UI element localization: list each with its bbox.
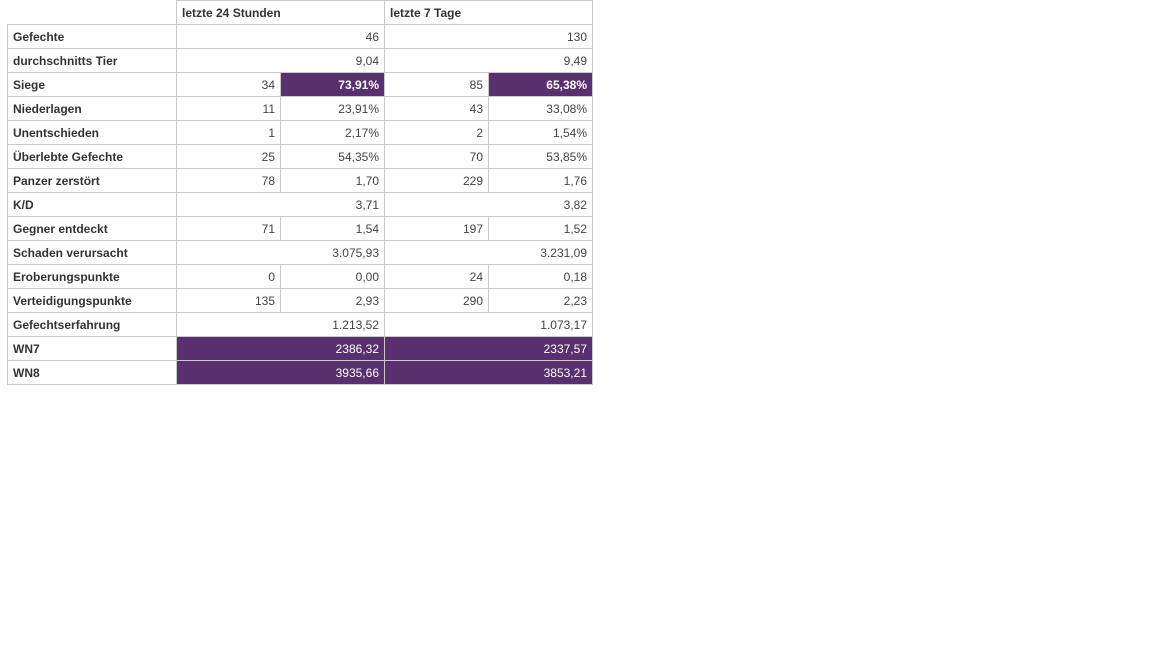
row-wn8: WN8 3935,66 3853,21: [7, 360, 593, 385]
value-24h-count: 34: [176, 72, 281, 97]
stats-table: letzte 24 Stunden letzte 7 Tage Gefechte…: [7, 0, 593, 385]
value-7d-rate: 2,23: [488, 288, 593, 313]
value-24h-rate: 23,91%: [280, 96, 385, 121]
value-24h-rate: 2,93: [280, 288, 385, 313]
row-label: Panzer zerstört: [7, 168, 177, 193]
value-7d-rate: 65,38%: [488, 72, 593, 97]
row-wn7: WN7 2386,32 2337,57: [7, 336, 593, 361]
corner-cell: [7, 0, 177, 25]
row-zerstoert: Panzer zerstört 78 1,70 229 1,76: [7, 168, 593, 193]
value-24h: 1.213,52: [176, 312, 385, 337]
row-gefechte: Gefechte 46 130: [7, 24, 593, 49]
value-7d-rate: 0,18: [488, 264, 593, 289]
value-24h-count: 25: [176, 144, 281, 169]
row-tier: durchschnitts Tier 9,04 9,49: [7, 48, 593, 73]
row-label: Unentschieden: [7, 120, 177, 145]
row-label: Verteidigungspunkte: [7, 288, 177, 313]
row-label: Siege: [7, 72, 177, 97]
row-label: WN8: [7, 360, 177, 385]
row-label: durchschnitts Tier: [7, 48, 177, 73]
row-erfahrung: Gefechtserfahrung 1.213,52 1.073,17: [7, 312, 593, 337]
row-siege: Siege 34 73,91% 85 65,38%: [7, 72, 593, 97]
column-header-7d: letzte 7 Tage: [384, 0, 593, 25]
row-kd: K/D 3,71 3,82: [7, 192, 593, 217]
row-label: Schaden verursacht: [7, 240, 177, 265]
value-24h-count: 1: [176, 120, 281, 145]
value-24h-rate: 54,35%: [280, 144, 385, 169]
value-7d-rate: 1,52: [488, 216, 593, 241]
value-7d-rate: 1,76: [488, 168, 593, 193]
value-24h: 9,04: [176, 48, 385, 73]
row-label: Eroberungspunkte: [7, 264, 177, 289]
value-7d-rate: 33,08%: [488, 96, 593, 121]
value-7d: 9,49: [384, 48, 593, 73]
value-7d-count: 43: [384, 96, 489, 121]
value-7d: 3853,21: [384, 360, 593, 385]
value-7d: 130: [384, 24, 593, 49]
row-label: Gegner entdeckt: [7, 216, 177, 241]
value-7d-count: 229: [384, 168, 489, 193]
value-7d: 1.073,17: [384, 312, 593, 337]
value-24h: 3.075,93: [176, 240, 385, 265]
value-24h-rate: 73,91%: [280, 72, 385, 97]
value-24h-count: 0: [176, 264, 281, 289]
column-header-24h: letzte 24 Stunden: [176, 0, 385, 25]
value-7d-count: 70: [384, 144, 489, 169]
row-schaden: Schaden verursacht 3.075,93 3.231,09: [7, 240, 593, 265]
row-label: K/D: [7, 192, 177, 217]
value-7d: 3.231,09: [384, 240, 593, 265]
row-verteidigung: Verteidigungspunkte 135 2,93 290 2,23: [7, 288, 593, 313]
value-7d: 2337,57: [384, 336, 593, 361]
value-24h: 46: [176, 24, 385, 49]
value-7d-rate: 53,85%: [488, 144, 593, 169]
row-label: Niederlagen: [7, 96, 177, 121]
row-unentschieden: Unentschieden 1 2,17% 2 1,54%: [7, 120, 593, 145]
value-7d-count: 2: [384, 120, 489, 145]
row-label: Überlebte Gefechte: [7, 144, 177, 169]
value-24h-rate: 0,00: [280, 264, 385, 289]
value-7d-count: 24: [384, 264, 489, 289]
value-7d-count: 290: [384, 288, 489, 313]
row-label: WN7: [7, 336, 177, 361]
row-ueberlebt: Überlebte Gefechte 25 54,35% 70 53,85%: [7, 144, 593, 169]
value-24h: 3935,66: [176, 360, 385, 385]
value-7d-count: 197: [384, 216, 489, 241]
header-row: letzte 24 Stunden letzte 7 Tage: [7, 0, 593, 25]
value-7d: 3,82: [384, 192, 593, 217]
row-entdeckt: Gegner entdeckt 71 1,54 197 1,52: [7, 216, 593, 241]
value-7d-rate: 1,54%: [488, 120, 593, 145]
value-24h-count: 135: [176, 288, 281, 313]
row-niederlagen: Niederlagen 11 23,91% 43 33,08%: [7, 96, 593, 121]
row-label: Gefechte: [7, 24, 177, 49]
value-24h-rate: 2,17%: [280, 120, 385, 145]
row-label: Gefechtserfahrung: [7, 312, 177, 337]
value-24h-rate: 1,70: [280, 168, 385, 193]
row-eroberung: Eroberungspunkte 0 0,00 24 0,18: [7, 264, 593, 289]
value-24h: 2386,32: [176, 336, 385, 361]
value-7d-count: 85: [384, 72, 489, 97]
value-24h-rate: 1,54: [280, 216, 385, 241]
value-24h: 3,71: [176, 192, 385, 217]
value-24h-count: 78: [176, 168, 281, 193]
value-24h-count: 11: [176, 96, 281, 121]
value-24h-count: 71: [176, 216, 281, 241]
